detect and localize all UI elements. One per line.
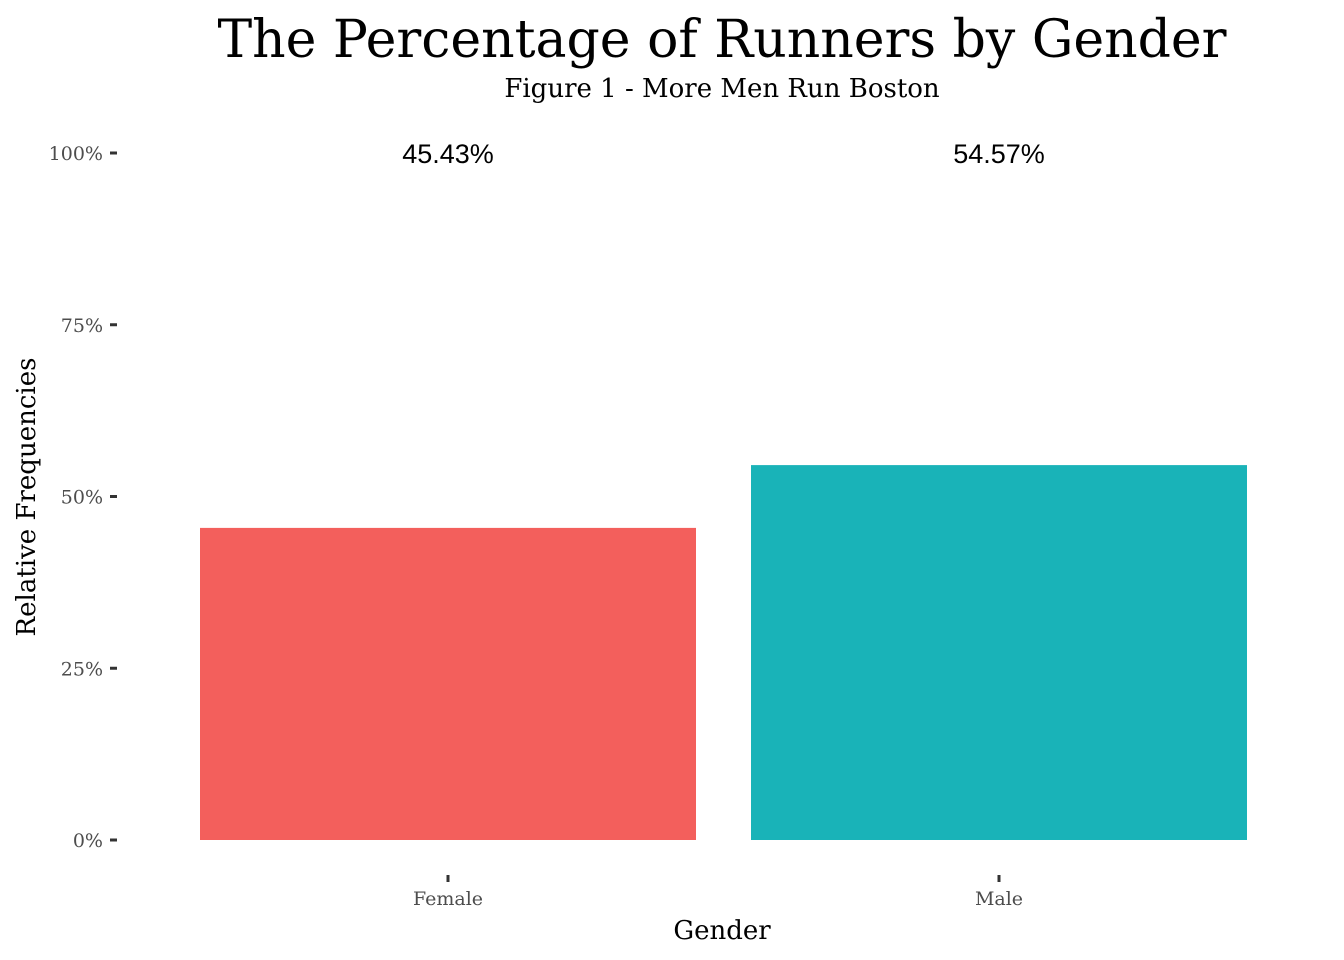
y-tick-label: 0% [73, 830, 103, 852]
bar-male [751, 465, 1247, 840]
x-tick-label-female: Female [413, 888, 483, 910]
x-axis: Female Male [413, 875, 1023, 910]
y-axis-title: Relative Frequencies [12, 358, 42, 637]
y-tick-label: 100% [49, 143, 103, 165]
chart-title: The Percentage of Runners by Gender [217, 10, 1226, 70]
x-axis-title: Gender [673, 916, 771, 946]
x-tick-label-male: Male [975, 888, 1023, 910]
y-tick-label: 25% [61, 658, 103, 680]
data-label-male: 54.57% [953, 139, 1045, 169]
bar-female [200, 527, 696, 840]
data-label-female: 45.43% [402, 139, 494, 169]
y-axis: 0% 25% 50% 75% 100% [49, 143, 117, 852]
y-tick-label: 75% [61, 315, 103, 337]
y-tick-label: 50% [61, 487, 103, 509]
bars: 45.43% 54.57% [200, 139, 1247, 840]
chart-subtitle: Figure 1 - More Men Run Boston [504, 74, 940, 104]
